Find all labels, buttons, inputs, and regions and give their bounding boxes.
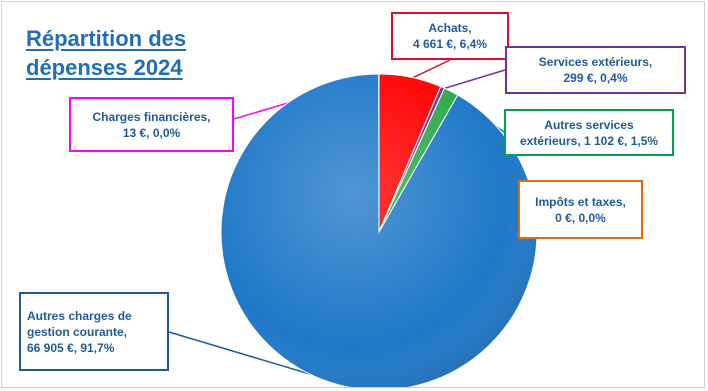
data-label: Services extérieurs, 299 €, 0,4% [505, 46, 686, 94]
data-label: Charges financières, 13 €, 0,0% [69, 97, 234, 152]
pie-slices [220, 73, 538, 387]
leader-line [441, 69, 506, 90]
data-label: Autres charges de gestion courante, 66 905… [19, 292, 169, 371]
data-label-line: Impôts et taxes, [535, 194, 626, 209]
chart-title: Répartition des dépenses 2024 [26, 24, 186, 82]
data-label-line: 4 661 €, 6,4% [412, 37, 488, 51]
data-label-line: 299 €, 0,4% [563, 71, 628, 85]
data-label-line: extérieurs, 1 102 €, 1,5% [519, 133, 659, 148]
data-label-line: Autres services [544, 117, 634, 132]
data-label-line: Autres charges de [27, 308, 132, 323]
data-label: Achats, 4 661 €, 6,4% [391, 12, 509, 60]
data-label-line: 13 €, 0,0% [122, 125, 181, 140]
data-label-line: Charges financières, [92, 109, 211, 124]
chart-title-line-2: dépenses 2024 [26, 55, 183, 80]
data-label-line: gestion courante, [27, 324, 128, 339]
data-label: Impôts et taxes, 0 €, 0,0% [518, 180, 643, 239]
data-label: Autres services extérieurs, 1 102 €, 1,5% [504, 109, 674, 156]
chart-title-line-1: Répartition des [26, 26, 187, 51]
leader-line [409, 59, 451, 80]
data-label-line: Services extérieurs, [538, 55, 653, 69]
data-label-line: Achats, [428, 21, 472, 35]
data-label-line: 0 €, 0,0% [555, 210, 606, 225]
data-label-line: 66 905 €, 91,7% [27, 340, 115, 355]
